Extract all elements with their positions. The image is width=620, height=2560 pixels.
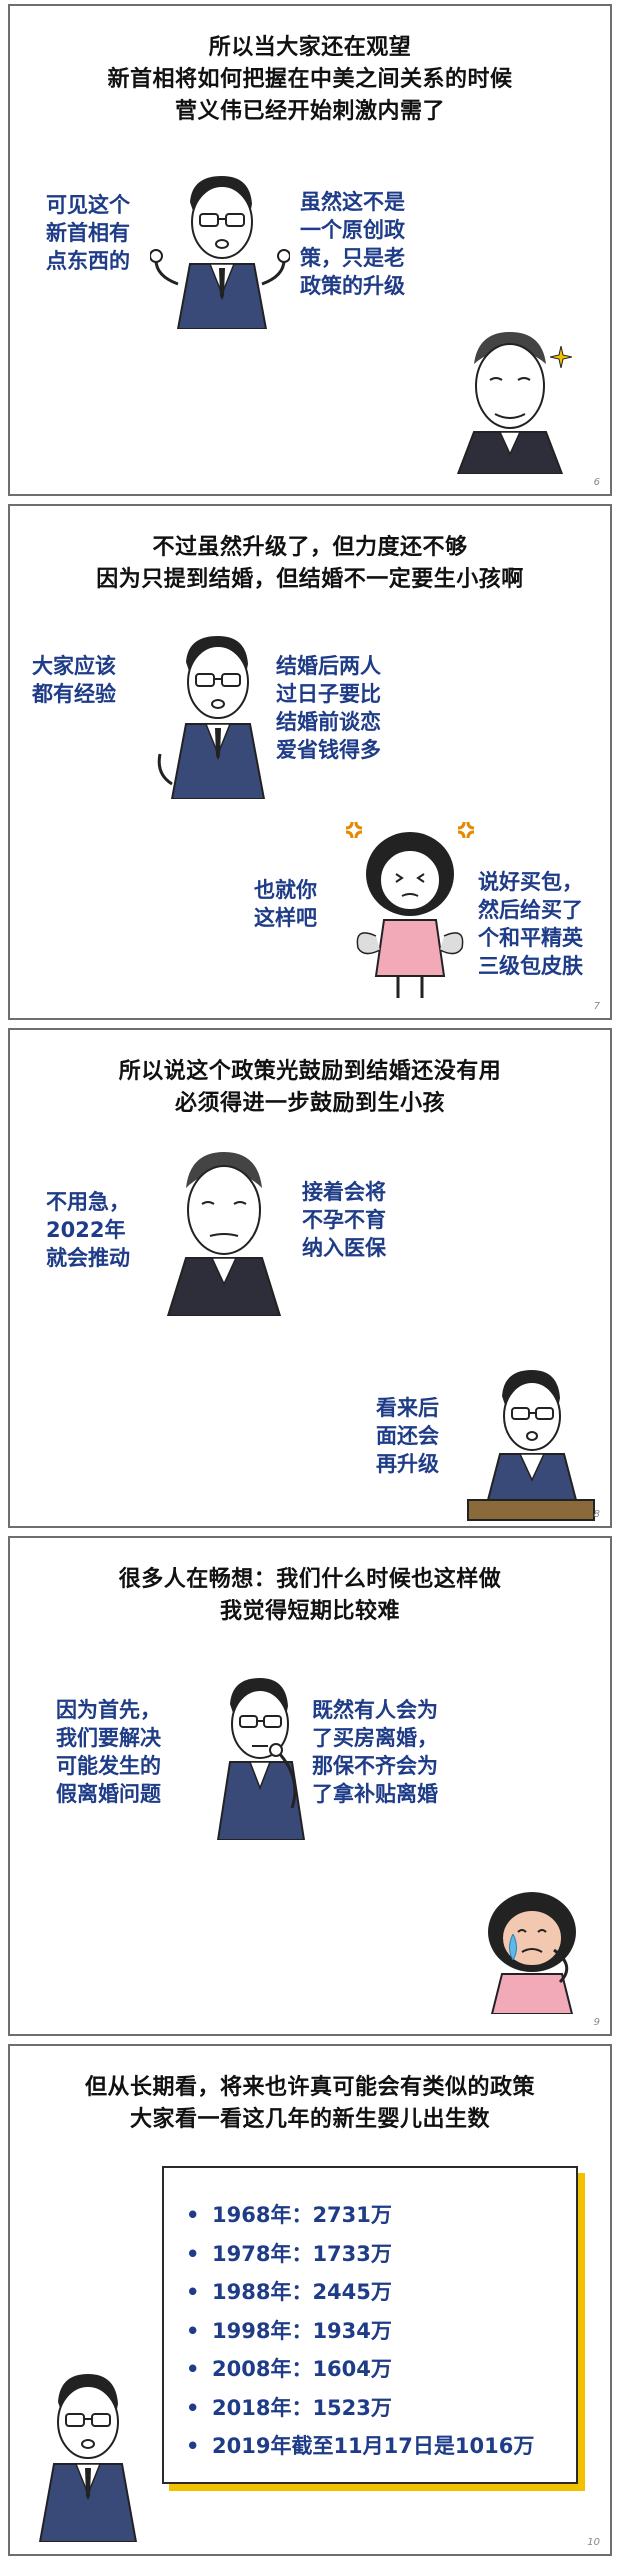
panel-7-page-number: 7 [593,1001,600,1012]
panel-7-caption-girl-left: 也就你 这样吧 [254,878,317,930]
panel-6-title-line-2: 新首相将如何把握在中美之间关系的时候 [107,67,513,92]
panel-8-caption-right: 接着会将 不孕不育 纳入医保 [302,1180,386,1260]
comic-panel-6: 所以当大家还在观望 新首相将如何把握在中美之间关系的时候 菅义伟已经开始刺激内需… [8,4,612,496]
tear-icon [509,1934,517,1960]
bullet-icon: • [186,2203,200,2227]
panel-8-caption-left: 不用急， 2022年 就会推动 [46,1190,130,1270]
glasses-man-figure [150,176,290,329]
comic-panel-10: 但从长期看，将来也许真可能会有类似的政策 大家看一看这几年的新生婴儿出生数 • 1… [8,2044,612,2556]
panel-8-page-number: 8 [593,1509,600,1520]
panel-8-caption-bottom: 看来后 面还会 再升级 [376,1396,439,1476]
old-man-figure [456,332,564,474]
panel-10-title-line-2: 大家看一看这几年的新生婴儿出生数 [129,2107,490,2132]
panel-6-title-line-3: 菅义伟已经开始刺激内需了 [174,99,445,124]
bullet-icon: • [186,2395,200,2420]
birth-data-box: • 1968年：2731万 • 1978年：1733万 • 1988年：2445万 •… [162,2166,578,2484]
panel-7-caption-right: 结婚后两人 过日子要比 结婚前谈恋 爱省钱得多 [276,654,381,762]
panel-10-title-line-1: 但从长期看，将来也许真可能会有类似的政策 [84,2075,535,2100]
glasses-man-figure [467,1370,595,1521]
panel-7-caption-girl-right: 说好买包， 然后给买了 个和平精英 三级包皮肤 [478,870,583,978]
birth-data-row: • 1988年：2445万 [186,2273,576,2312]
birth-data-row: • 2019年截至11月17日是1016万 [186,2427,576,2466]
panel-7-title-line-1: 不过虽然升级了，但力度还不够 [152,535,468,560]
bullet-icon: • [186,2318,200,2343]
glasses-man-figure [157,636,266,799]
comic-panel-9: 很多人在畅想：我们什么时候也这样做 我觉得短期比较难 因为首先， 我们要解决 可… [8,1536,612,2036]
panel-9-title-line-2: 我觉得短期比较难 [219,1599,400,1624]
comic-panel-7: 不过虽然升级了，但力度还不够 因为只提到结婚，但结婚不一定要生小孩啊 大家应该 … [8,504,612,1020]
panel-9-page-number: 9 [593,2017,600,2028]
birth-data-row: • 2018年：1523万 [186,2389,576,2428]
birth-data-row: • 1978年：1733万 [186,2235,576,2274]
bullet-icon: • [186,2357,200,2381]
panel-8-title-line-1: 所以说这个政策光鼓励到结婚还没有用 [118,1059,502,1084]
birth-data-row: • 1998年：1934万 [186,2312,576,2351]
glasses-man-figure [38,2374,138,2542]
panel-7-caption-left: 大家应该 都有经验 [32,654,116,706]
girl-figure [356,832,464,998]
glasses-man-figure [216,1678,306,1840]
panel-9-caption-left: 因为首先， 我们要解决 可能发生的 假离婚问题 [56,1698,161,1806]
panel-9-caption-right: 既然有人会为 了买房离婚， 那保不齐会为 了拿补贴离婚 [312,1698,438,1806]
bullet-icon: • [186,2241,200,2266]
panel-8-title-line-2: 必须得进一步鼓励到生小孩 [174,1091,445,1116]
panel-6-page-number: 6 [593,477,600,488]
sparkle-icon [550,346,572,368]
birth-data-row: • 2008年：1604万 [186,2350,576,2389]
anger-mark-icon [345,821,363,839]
crying-girl-figure [488,1892,576,2014]
panel-7-title-line-2: 因为只提到结婚，但结婚不一定要生小孩啊 [96,567,524,592]
panel-6-title-line-1: 所以当大家还在观望 [208,35,412,60]
panel-9-title-line-1: 很多人在畅想：我们什么时候也这样做 [118,1567,502,1592]
comic-panel-8: 所以说这个政策光鼓励到结婚还没有用 必须得进一步鼓励到生小孩 不用急， 2022… [8,1028,612,1528]
bullet-icon: • [186,2434,200,2458]
panel-6-caption-right: 虽然这不是 一个原创政 策，只是老 政策的升级 [300,190,405,298]
old-man-figure [166,1152,282,1316]
bullet-icon: • [186,2280,200,2304]
birth-data-row: • 1968年：2731万 [186,2196,576,2235]
anger-mark-icon [457,821,475,839]
panel-10-page-number: 10 [587,2537,600,2548]
panel-6-caption-left: 可见这个 新首相有 点东西的 [46,193,130,273]
